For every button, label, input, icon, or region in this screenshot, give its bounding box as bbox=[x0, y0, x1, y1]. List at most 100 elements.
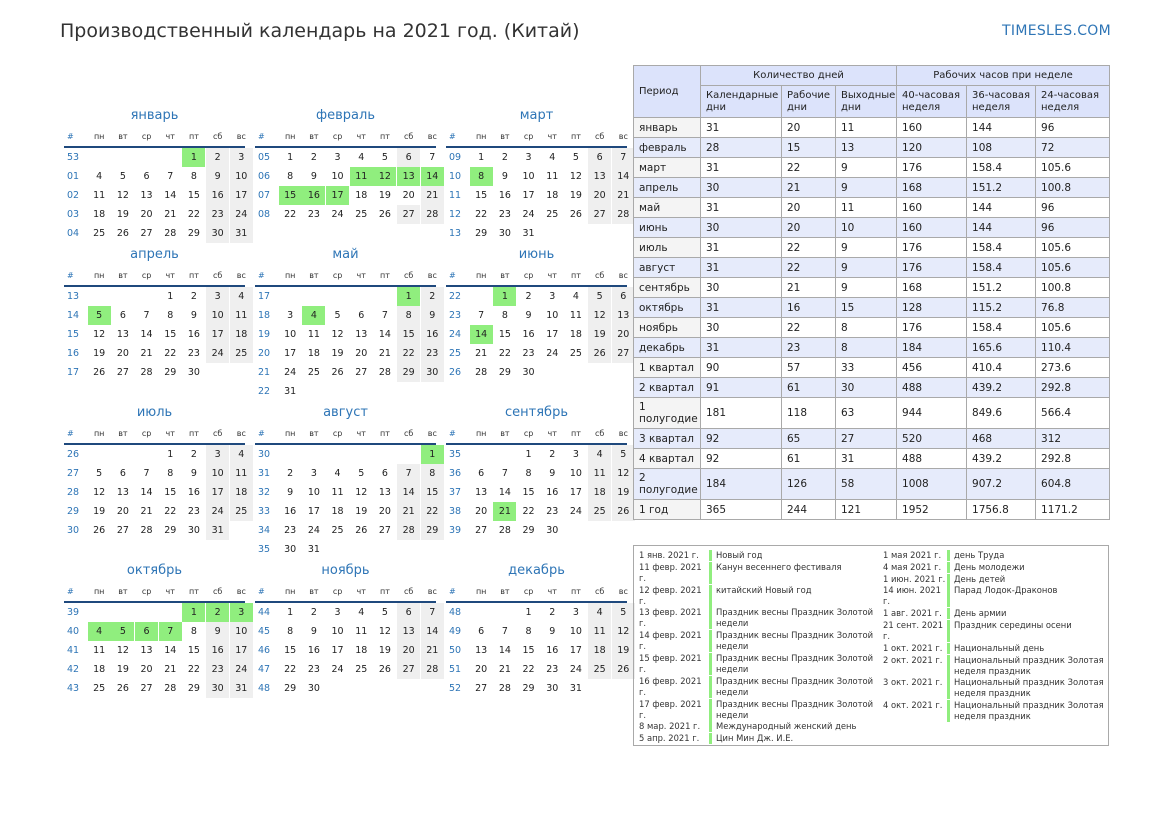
day-cell[interactable]: 19 bbox=[93, 506, 106, 517]
day-cell[interactable]: 23 bbox=[420, 344, 444, 363]
day-cell[interactable]: 4 bbox=[87, 622, 111, 641]
day-cell[interactable]: 15 bbox=[522, 487, 535, 498]
day-cell[interactable]: 12 bbox=[611, 464, 635, 483]
day-cell[interactable]: 19 bbox=[331, 348, 344, 359]
day-cell[interactable]: 3 bbox=[206, 445, 230, 464]
day-cell[interactable]: 11 bbox=[229, 464, 253, 483]
day-cell[interactable]: 24 bbox=[284, 367, 297, 378]
day-cell[interactable]: 9 bbox=[525, 310, 532, 321]
day-cell[interactable]: 14 bbox=[420, 622, 444, 641]
day-cell[interactable]: 3 bbox=[310, 468, 317, 479]
day-cell[interactable]: 17 bbox=[569, 487, 582, 498]
day-cell[interactable]: 24 bbox=[569, 506, 582, 517]
day-cell[interactable]: 2 bbox=[190, 291, 197, 302]
day-cell[interactable]: 21 bbox=[378, 348, 391, 359]
day-cell[interactable]: 25 bbox=[588, 660, 612, 679]
day-cell[interactable]: 30 bbox=[420, 363, 444, 382]
day-cell[interactable]: 29 bbox=[475, 228, 488, 239]
day-cell[interactable]: 28 bbox=[164, 683, 177, 694]
day-cell[interactable]: 29 bbox=[522, 525, 535, 536]
day-cell[interactable]: 12 bbox=[373, 167, 397, 186]
day-cell[interactable]: 13 bbox=[475, 645, 488, 656]
day-cell[interactable]: 19 bbox=[611, 641, 635, 660]
day-cell[interactable]: 11 bbox=[355, 626, 368, 637]
day-cell[interactable]: 10 bbox=[546, 310, 559, 321]
day-cell[interactable]: 21 bbox=[498, 664, 511, 675]
day-cell[interactable]: 3 bbox=[334, 607, 341, 618]
day-cell[interactable]: 25 bbox=[588, 502, 612, 521]
day-cell[interactable]: 31 bbox=[206, 521, 230, 540]
day-cell[interactable]: 6 bbox=[143, 171, 150, 182]
day-cell[interactable]: 17 bbox=[569, 645, 582, 656]
day-cell[interactable]: 7 bbox=[143, 468, 150, 479]
day-cell[interactable]: 13 bbox=[116, 329, 129, 340]
day-cell[interactable]: 5 bbox=[572, 152, 579, 163]
day-cell[interactable]: 19 bbox=[116, 209, 129, 220]
day-cell[interactable]: 10 bbox=[284, 329, 297, 340]
day-cell[interactable]: 9 bbox=[549, 468, 556, 479]
day-cell[interactable]: 18 bbox=[93, 209, 106, 220]
day-cell[interactable]: 1 bbox=[420, 445, 444, 464]
day-cell[interactable]: 4 bbox=[96, 171, 103, 182]
day-cell[interactable]: 26 bbox=[611, 502, 635, 521]
day-cell[interactable]: 1 bbox=[182, 148, 206, 167]
day-cell[interactable]: 16 bbox=[206, 641, 230, 660]
day-cell[interactable]: 26 bbox=[93, 525, 106, 536]
day-cell[interactable]: 29 bbox=[284, 683, 297, 694]
day-cell[interactable]: 27 bbox=[588, 205, 612, 224]
day-cell[interactable]: 22 bbox=[522, 664, 535, 675]
day-cell[interactable]: 13 bbox=[140, 190, 153, 201]
day-cell[interactable]: 11 bbox=[588, 622, 612, 641]
day-cell[interactable]: 19 bbox=[93, 348, 106, 359]
day-cell[interactable]: 10 bbox=[569, 468, 582, 479]
day-cell[interactable]: 8 bbox=[190, 626, 197, 637]
day-cell[interactable]: 13 bbox=[611, 306, 635, 325]
day-cell[interactable]: 24 bbox=[307, 525, 320, 536]
day-cell[interactable]: 8 bbox=[287, 626, 294, 637]
day-cell[interactable]: 16 bbox=[187, 487, 200, 498]
day-cell[interactable]: 2 bbox=[525, 291, 532, 302]
day-cell[interactable]: 6 bbox=[397, 148, 421, 167]
day-cell[interactable]: 19 bbox=[116, 664, 129, 675]
day-cell[interactable]: 15 bbox=[397, 325, 421, 344]
day-cell[interactable]: 24 bbox=[206, 344, 230, 363]
day-cell[interactable]: 3 bbox=[334, 152, 341, 163]
day-cell[interactable]: 7 bbox=[501, 626, 508, 637]
day-cell[interactable]: 5 bbox=[119, 171, 126, 182]
day-cell[interactable]: 29 bbox=[522, 683, 535, 694]
day-cell[interactable]: 16 bbox=[420, 325, 444, 344]
day-cell[interactable]: 23 bbox=[546, 664, 559, 675]
day-cell[interactable]: 9 bbox=[206, 167, 230, 186]
day-cell[interactable]: 8 bbox=[167, 310, 174, 321]
day-cell[interactable]: 15 bbox=[475, 190, 488, 201]
day-cell[interactable]: 3 bbox=[229, 603, 253, 622]
day-cell[interactable]: 21 bbox=[140, 506, 153, 517]
day-cell[interactable]: 27 bbox=[140, 228, 153, 239]
day-cell[interactable]: 2 bbox=[310, 152, 317, 163]
day-cell[interactable]: 14 bbox=[140, 329, 153, 340]
day-cell[interactable]: 1 bbox=[167, 449, 174, 460]
day-cell[interactable]: 17 bbox=[229, 186, 253, 205]
day-cell[interactable]: 24 bbox=[229, 205, 253, 224]
day-cell[interactable]: 31 bbox=[284, 386, 297, 397]
day-cell[interactable]: 6 bbox=[478, 626, 485, 637]
day-cell[interactable]: 9 bbox=[287, 487, 294, 498]
day-cell[interactable]: 7 bbox=[478, 310, 485, 321]
day-cell[interactable]: 29 bbox=[498, 367, 511, 378]
day-cell[interactable]: 5 bbox=[96, 468, 103, 479]
day-cell[interactable]: 31 bbox=[522, 228, 535, 239]
day-cell[interactable]: 10 bbox=[569, 626, 582, 637]
day-cell[interactable]: 28 bbox=[611, 205, 635, 224]
day-cell[interactable]: 5 bbox=[381, 607, 388, 618]
day-cell[interactable]: 25 bbox=[307, 367, 320, 378]
day-cell[interactable]: 18 bbox=[546, 190, 559, 201]
day-cell[interactable]: 25 bbox=[93, 683, 106, 694]
day-cell[interactable]: 4 bbox=[588, 603, 612, 622]
day-cell[interactable]: 1 bbox=[478, 152, 485, 163]
day-cell[interactable]: 30 bbox=[284, 544, 297, 555]
day-cell[interactable]: 21 bbox=[140, 348, 153, 359]
day-cell[interactable]: 21 bbox=[611, 186, 635, 205]
day-cell[interactable]: 30 bbox=[206, 224, 230, 243]
day-cell[interactable]: 10 bbox=[331, 171, 344, 182]
day-cell[interactable]: 17 bbox=[326, 186, 350, 205]
